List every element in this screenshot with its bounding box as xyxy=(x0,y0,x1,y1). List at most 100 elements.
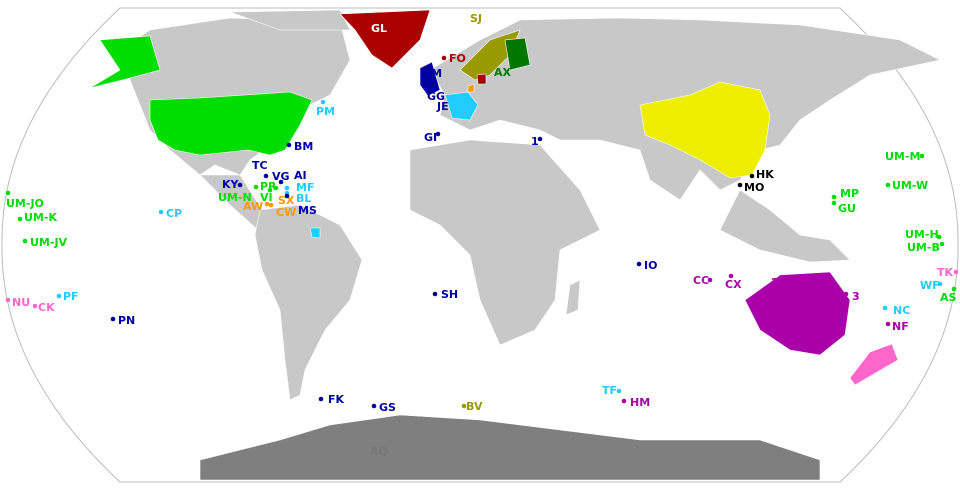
finland xyxy=(504,37,531,71)
territory-label: MS xyxy=(298,204,317,217)
territory-marker xyxy=(951,286,957,292)
territory-label: HK xyxy=(756,168,774,181)
territory-marker xyxy=(263,173,269,179)
territory-label: TC xyxy=(252,159,268,172)
territory-label: UM-M xyxy=(885,150,920,163)
territory-marker xyxy=(737,182,743,188)
territory-label: PN xyxy=(118,314,135,327)
territory-label: BL xyxy=(296,192,311,205)
territory-label: UM-N xyxy=(218,191,252,204)
africa xyxy=(409,139,601,346)
territory-label: GI xyxy=(424,131,437,144)
new-zealand xyxy=(849,343,899,386)
territory-marker xyxy=(621,398,627,404)
territory-marker xyxy=(264,201,270,207)
territory-label: AS xyxy=(940,291,957,304)
territory-label: GU xyxy=(838,202,856,215)
territory-marker xyxy=(636,261,642,267)
territory-label: NF xyxy=(892,320,909,333)
territory-marker xyxy=(237,182,243,188)
territory-label: MO xyxy=(744,181,764,194)
territory-label: UM-K xyxy=(24,211,57,224)
territory-marker xyxy=(939,241,945,247)
territory-marker xyxy=(56,293,62,299)
territory-marker xyxy=(461,403,467,409)
territory-marker xyxy=(919,153,925,159)
territory-marker xyxy=(110,316,116,322)
territory-marker xyxy=(882,305,888,311)
territory-marker xyxy=(268,202,274,208)
territory-marker xyxy=(284,185,290,191)
denmark xyxy=(476,73,487,85)
territory-label: BV xyxy=(466,400,483,413)
territory-marker xyxy=(885,182,891,188)
territory-label: GL xyxy=(371,22,387,35)
territory-label: PF xyxy=(63,290,79,303)
territory-marker xyxy=(253,184,259,190)
territory-marker xyxy=(286,142,292,148)
territory-label: UM-H xyxy=(905,228,939,241)
antarctica xyxy=(199,414,821,481)
territory-marker xyxy=(5,297,11,303)
territory-label: AI xyxy=(294,169,307,182)
territory-label: IO xyxy=(644,259,657,272)
territory-marker xyxy=(537,136,543,142)
territory-marker xyxy=(22,238,28,244)
territory-label: TF xyxy=(602,384,617,397)
territory-label: SJ xyxy=(470,12,482,25)
territory-label: MP xyxy=(840,187,859,200)
territory-marker xyxy=(5,190,11,196)
territory-label: NC xyxy=(893,304,910,317)
territory-label: 2 xyxy=(771,276,779,289)
territory-label: SH xyxy=(441,288,458,301)
territory-label: GG xyxy=(427,90,445,103)
territory-label: VG xyxy=(272,170,290,183)
territory-label: TK xyxy=(937,266,954,279)
territory-marker xyxy=(936,234,942,240)
territory-marker xyxy=(831,194,837,200)
territory-label: JE xyxy=(436,100,449,113)
territory-label: NU xyxy=(12,296,30,309)
territory-marker xyxy=(843,291,849,297)
australia xyxy=(744,271,851,356)
territory-label: SX xyxy=(278,194,295,207)
territory-marker xyxy=(158,209,164,215)
territory-marker xyxy=(267,187,273,193)
territory-label: 1 xyxy=(531,135,539,148)
territory-marker xyxy=(273,185,279,191)
territory-marker xyxy=(320,99,326,105)
territory-label: BM xyxy=(294,140,313,153)
territory-label: AW xyxy=(243,200,263,213)
territory-marker xyxy=(728,273,734,279)
territory-label: VI xyxy=(260,191,273,204)
territory-label: AX xyxy=(494,66,512,79)
territory-label: UM-W xyxy=(892,179,928,192)
territory-label: UM-JV xyxy=(30,236,68,249)
territory-label: FK xyxy=(328,393,345,406)
territory-label: CP xyxy=(166,207,182,220)
territory-label: PR xyxy=(260,180,277,193)
territory-marker xyxy=(284,193,290,199)
territory-label: UM-JO xyxy=(6,197,44,210)
canada-arctic xyxy=(229,9,351,31)
territory-label: CK xyxy=(38,301,55,314)
territory-label: KY xyxy=(222,178,240,191)
territory-marker xyxy=(885,321,891,327)
territory-marker xyxy=(371,403,377,409)
territory-marker xyxy=(707,277,713,283)
territory-marker xyxy=(435,131,441,137)
territory-label: IM xyxy=(427,67,442,80)
territory-marker xyxy=(278,179,284,185)
south-america xyxy=(254,204,363,401)
territory-marker xyxy=(831,200,837,206)
territory-label: WF xyxy=(920,279,940,292)
territory-marker xyxy=(749,173,755,179)
territory-label: AQ xyxy=(370,445,388,458)
territory-label: GS xyxy=(379,401,396,414)
territory-label: 3 xyxy=(852,290,860,303)
territory-marker xyxy=(937,281,943,287)
territory-label: CX xyxy=(725,278,742,291)
territory-label: MF xyxy=(296,181,314,194)
